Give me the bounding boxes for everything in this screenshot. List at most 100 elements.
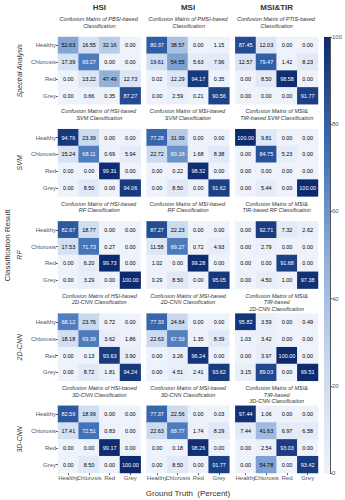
svg-text:89.03: 89.03 [259,369,273,375]
svg-text:1.86: 1.86 [125,336,136,342]
svg-text:Healthy: Healthy [58,475,78,481]
svg-text:22.56: 22.56 [171,411,185,417]
svg-text:Ground Truth (Percent): Ground Truth (Percent) [146,489,231,498]
svg-text:0.00: 0.00 [193,411,204,417]
svg-text:93.62: 93.62 [212,369,226,375]
svg-text:0.29: 0.29 [152,277,163,283]
svg-text:100: 100 [332,34,343,40]
svg-text:0.00: 0.00 [282,93,293,99]
svg-text:0.00: 0.00 [302,168,313,174]
svg-text:54.55: 54.55 [171,59,185,65]
svg-text:7.44: 7.44 [240,428,251,434]
svg-text:99.28: 99.28 [191,260,205,266]
svg-text:0.00: 0.00 [261,260,272,266]
svg-text:15.24: 15.24 [61,151,75,157]
svg-text:67.59: 67.59 [171,336,185,342]
svg-text:0.00: 0.00 [172,260,183,266]
svg-text:2.41: 2.41 [193,369,204,375]
svg-text:17.53: 17.53 [61,244,75,250]
svg-text:0.03: 0.03 [214,411,225,417]
svg-text:3.97: 3.97 [261,353,272,359]
svg-text:TIR-based SVM Classification: TIR-based SVM Classification [240,115,313,121]
svg-text:0.00: 0.00 [214,319,225,325]
svg-text:0.00: 0.00 [152,93,163,99]
svg-text:0.00: 0.00 [104,185,115,191]
svg-text:0.00: 0.00 [63,76,74,82]
svg-text:22.63: 22.63 [150,428,164,434]
svg-text:0.00: 0.00 [63,369,74,375]
svg-text:TIR-based: TIR-based [264,299,291,305]
svg-text:77.37: 77.37 [150,411,164,417]
svg-text:0.00: 0.00 [193,42,204,48]
svg-text:TIR-based: TIR-based [264,392,291,398]
svg-text:Confusion Matrix of PBSI-based: Confusion Matrix of PBSI-based [59,16,139,22]
svg-text:79.47: 79.47 [259,59,273,65]
svg-text:Confusion Matrix of HSI-based: Confusion Matrix of HSI-based [61,108,137,114]
svg-text:1.06: 1.06 [261,411,272,417]
svg-text:0.00: 0.00 [240,185,251,191]
svg-text:31.99: 31.99 [171,135,185,141]
svg-text:97.38: 97.38 [301,277,315,283]
svg-text:41.63: 41.63 [259,428,273,434]
svg-text:38.57: 38.57 [171,42,185,48]
svg-text:17.41: 17.41 [61,428,75,434]
svg-text:0.00: 0.00 [125,59,136,65]
svg-text:0.00: 0.00 [282,244,293,250]
svg-text:TIR-based RF Classification: TIR-based RF Classification [242,207,310,213]
svg-text:20: 20 [332,383,339,389]
svg-text:Confusion Matrix of HSI-based: Confusion Matrix of HSI-based [62,293,138,299]
svg-text:0.69: 0.69 [104,151,115,157]
svg-text:SVM Classification: SVM Classification [76,115,122,121]
svg-text:0.00: 0.00 [63,93,74,99]
svg-text:0.00: 0.00 [282,319,293,325]
svg-text:84.75: 84.75 [259,151,273,157]
svg-text:3.62: 3.62 [104,336,115,342]
svg-text:0.00: 0.00 [282,42,293,48]
svg-text:0.35: 0.35 [104,93,115,99]
svg-text:Red: Red [193,475,204,481]
svg-text:0.00: 0.00 [193,462,204,468]
svg-text:Healthy: Healthy [36,135,56,141]
svg-text:0.27: 0.27 [104,244,115,250]
svg-text:8.38: 8.38 [214,151,225,157]
svg-text:54.78: 54.78 [259,462,273,468]
svg-text:92.71: 92.71 [259,227,273,233]
svg-text:0.02: 0.02 [152,76,163,82]
svg-text:0.21: 0.21 [193,93,204,99]
svg-text:Healthy: Healthy [36,319,56,325]
svg-text:1.42: 1.42 [282,59,293,65]
svg-text:8.50: 8.50 [172,462,183,468]
svg-text:17.39: 17.39 [61,59,75,65]
svg-text:0.00: 0.00 [302,135,313,141]
svg-text:0.00: 0.00 [84,168,95,174]
svg-text:3D-CNN Classification: 3D-CNN Classification [72,392,127,398]
svg-text:100.00: 100.00 [122,277,139,283]
svg-text:Chlorosis: Chlorosis [31,244,56,250]
svg-text:SVM Classification: SVM Classification [165,115,211,121]
svg-text:0.00: 0.00 [302,411,313,417]
svg-text:5.44: 5.44 [261,185,272,191]
svg-text:1.15: 1.15 [214,42,225,48]
svg-text:Confusion Matrix of MSI&: Confusion Matrix of MSI& [245,108,308,114]
svg-text:0.00: 0.00 [104,59,115,65]
svg-text:Confusion Matrix of MSI&: Confusion Matrix of MSI& [245,385,308,391]
svg-text:98.58: 98.58 [280,76,294,82]
svg-text:Grey: Grey [301,475,314,481]
svg-text:Chlorosis: Chlorosis [76,475,101,481]
svg-text:98.32: 98.32 [191,168,205,174]
svg-text:MSI: MSI [181,3,195,12]
svg-text:87.45: 87.45 [239,42,253,48]
svg-text:Healthy: Healthy [147,475,167,481]
svg-text:0.00: 0.00 [214,135,225,141]
svg-text:0.00: 0.00 [302,336,313,342]
svg-text:0.00: 0.00 [240,260,251,266]
svg-text:16.55: 16.55 [82,42,96,48]
svg-text:Confusion Matrix of HSI-based: Confusion Matrix of HSI-based [61,201,137,207]
svg-text:0.18: 0.18 [172,445,183,451]
svg-text:0.00: 0.00 [152,353,163,359]
svg-text:0.66: 0.66 [84,93,95,99]
svg-text:Confusion Matrix of MSI-based: Confusion Matrix of MSI-based [150,385,226,391]
svg-text:94.17: 94.17 [191,76,205,82]
svg-text:Chlorosis: Chlorosis [31,336,56,342]
svg-text:Confusion Matrix of MSI-based: Confusion Matrix of MSI-based [149,201,226,207]
